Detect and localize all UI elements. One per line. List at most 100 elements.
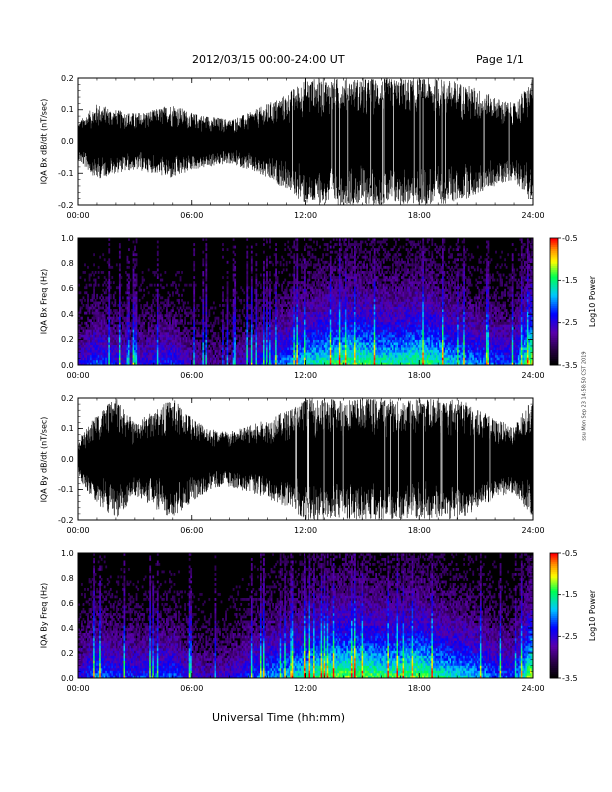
spectrogram-cell xyxy=(255,321,258,325)
spectrogram-cell xyxy=(106,286,109,290)
spectrogram-cell xyxy=(287,309,290,312)
spectrogram-cell xyxy=(159,337,162,340)
spectrogram-cell xyxy=(155,324,158,328)
spectrogram-cell xyxy=(155,337,158,340)
spectrogram-cell xyxy=(335,250,338,254)
spectrogram-cell xyxy=(231,334,233,338)
spectrogram-cell xyxy=(118,362,121,366)
spectrogram-cell xyxy=(278,293,281,297)
spectrogram-cell xyxy=(216,337,218,340)
spectrogram-cell xyxy=(164,298,167,302)
spectrogram-cell xyxy=(217,344,220,348)
spectrogram-cell xyxy=(128,248,130,251)
spectrogram-cell xyxy=(202,298,205,302)
spectrogram-cell xyxy=(120,354,123,358)
spectrogram-cell xyxy=(164,271,167,274)
spectrogram-cell xyxy=(247,339,250,343)
spectrogram-cell xyxy=(159,326,162,330)
spectrogram-cell xyxy=(102,362,105,366)
spectrogram-cell xyxy=(134,324,136,328)
spectrogram-cell xyxy=(232,306,235,310)
spectrogram-cell xyxy=(126,296,129,300)
spectrogram-cell xyxy=(159,301,162,305)
spectrogram-cell xyxy=(120,342,123,345)
spectrogram-cell xyxy=(88,329,91,333)
spectrogram-cell xyxy=(206,329,209,333)
spectrogram-cell xyxy=(129,311,132,315)
spectrogram-cell xyxy=(167,329,170,333)
spectrogram-cell xyxy=(246,281,249,285)
spectrogram-cell xyxy=(261,314,264,318)
spectrogram-cell xyxy=(94,359,97,363)
spectrogram-cell xyxy=(263,362,265,366)
spectrogram-cell xyxy=(123,347,126,351)
spectrogram-cell xyxy=(146,349,149,353)
spectrogram-cell xyxy=(88,311,91,315)
spectrogram-cell xyxy=(287,301,290,305)
spectrogram-cell xyxy=(121,316,124,320)
spectrogram-cell xyxy=(94,337,97,340)
spectrogram-cell xyxy=(141,311,144,315)
spectrogram-cell xyxy=(120,362,123,366)
spectrogram-cell xyxy=(109,352,112,356)
spectrogram-cell xyxy=(229,324,232,328)
spectrogram-cell xyxy=(222,309,224,312)
spectrogram-cell xyxy=(287,316,290,320)
spectrogram-cell xyxy=(84,354,86,358)
spectrogram-cell xyxy=(187,344,190,348)
spectrogram-cell xyxy=(234,331,237,335)
spectrogram-cell xyxy=(247,316,250,320)
spectrogram-cell xyxy=(109,311,112,315)
spectrogram-cell xyxy=(144,329,147,333)
spectrogram-cell xyxy=(231,362,233,366)
spectrogram-cell xyxy=(164,334,167,338)
spectrogram-cell xyxy=(94,311,97,315)
spectrogram-cell xyxy=(266,352,268,356)
spectrogram-cell xyxy=(276,281,279,285)
spectrogram-cell xyxy=(338,250,341,254)
spectrogram-cell xyxy=(185,362,188,366)
spectrogram-cell xyxy=(132,291,135,295)
spectrogram-cell xyxy=(255,339,258,343)
spectrogram-cell xyxy=(97,334,100,338)
spectrogram-cell xyxy=(264,357,267,361)
spectrogram-cell xyxy=(332,273,335,277)
spectrogram-cell xyxy=(266,301,268,305)
spectrogram-cell xyxy=(284,344,287,348)
spectrogram-cell xyxy=(129,293,132,297)
spectrogram-cell xyxy=(173,326,176,330)
spectrogram-cell xyxy=(126,329,129,333)
spectrogram-cell xyxy=(234,334,237,338)
spectrogram-cell xyxy=(156,245,159,249)
spectrogram-cell xyxy=(264,281,267,285)
spectrogram-cell xyxy=(199,352,202,356)
spectrogram-cell xyxy=(164,354,167,358)
spectrogram-cell xyxy=(188,357,191,361)
spectrogram-cell xyxy=(199,334,202,338)
spectrogram-cell xyxy=(169,344,171,348)
spectrogram-cell xyxy=(87,265,89,269)
spectrogram-cell xyxy=(253,288,256,292)
spectrogram-cell xyxy=(137,357,139,361)
spectrogram-cell xyxy=(193,253,196,257)
spectrogram-cell xyxy=(170,354,173,358)
spectrogram-cell xyxy=(162,349,165,353)
spectrogram-cell xyxy=(273,337,276,340)
spectrogram-cell xyxy=(288,248,291,251)
spectrogram-cell xyxy=(284,314,287,318)
spectrogram-cell xyxy=(276,311,279,315)
spectrogram-cell xyxy=(175,359,177,363)
spectrogram-cell xyxy=(121,352,124,356)
spectrogram-cell xyxy=(158,324,161,328)
spectrogram-cell xyxy=(84,334,86,338)
spectrogram-cell xyxy=(108,273,111,277)
spectrogram-cell xyxy=(200,339,203,343)
spectrogram-cell xyxy=(170,326,173,330)
spectrogram-cell xyxy=(196,339,199,343)
spectrogram-cell xyxy=(94,339,97,343)
spectrogram-cell xyxy=(108,339,111,343)
spectrogram-cell xyxy=(223,326,226,330)
spectrogram-cell xyxy=(182,301,185,305)
spectrogram-cell xyxy=(152,362,155,366)
spectrogram-cell xyxy=(247,359,250,363)
